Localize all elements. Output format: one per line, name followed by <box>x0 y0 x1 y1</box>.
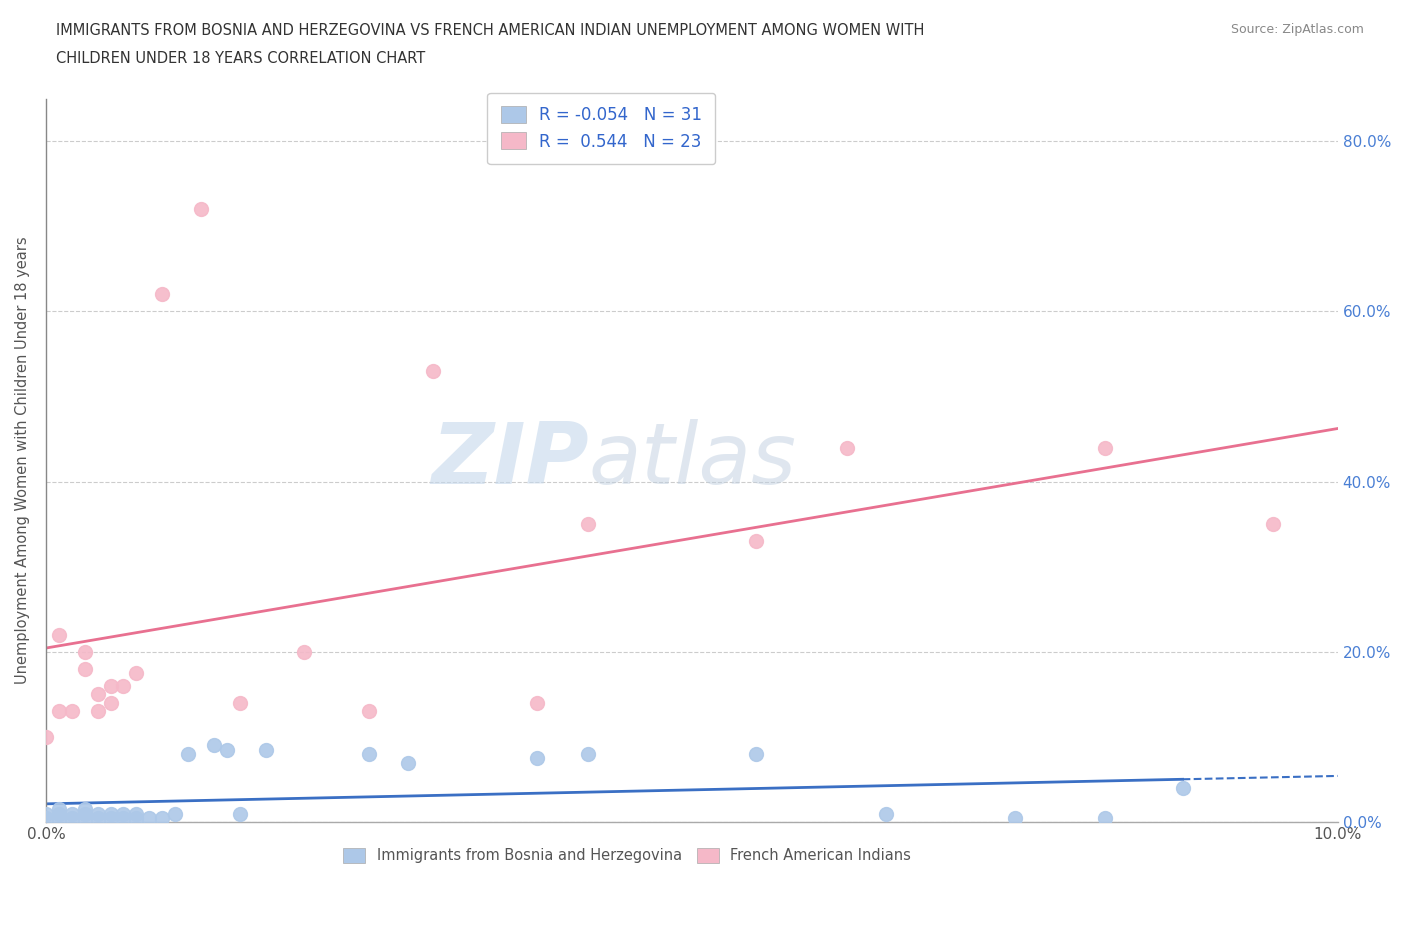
Point <box>1094 810 1116 825</box>
Point <box>835 440 858 455</box>
Point <box>165 806 187 821</box>
Text: CHILDREN UNDER 18 YEARS CORRELATION CHART: CHILDREN UNDER 18 YEARS CORRELATION CHAR… <box>56 51 426 66</box>
Point <box>150 287 173 302</box>
Point <box>292 644 315 659</box>
Point <box>73 802 96 817</box>
Point <box>125 666 148 681</box>
Point <box>35 806 58 821</box>
Point <box>526 751 548 765</box>
Point <box>60 810 83 825</box>
Point <box>48 802 70 817</box>
Point <box>396 755 419 770</box>
Point <box>177 747 200 762</box>
Point <box>228 806 250 821</box>
Point <box>138 810 160 825</box>
Point <box>73 810 96 825</box>
Point <box>112 810 135 825</box>
Point <box>48 806 70 821</box>
Point <box>100 806 122 821</box>
Point <box>100 679 122 694</box>
Point <box>357 704 380 719</box>
Point <box>190 202 212 217</box>
Point <box>150 810 173 825</box>
Point <box>745 747 768 762</box>
Point <box>875 806 897 821</box>
Point <box>48 810 70 825</box>
Point <box>86 810 108 825</box>
Point <box>100 810 122 825</box>
Text: Source: ZipAtlas.com: Source: ZipAtlas.com <box>1230 23 1364 36</box>
Point <box>745 534 768 549</box>
Point <box>1171 780 1194 795</box>
Point <box>1261 517 1284 532</box>
Point <box>35 729 58 744</box>
Point <box>1094 440 1116 455</box>
Point <box>48 704 70 719</box>
Point <box>125 810 148 825</box>
Point <box>422 364 444 379</box>
Text: ZIP: ZIP <box>430 418 589 502</box>
Point <box>86 806 108 821</box>
Point <box>48 628 70 643</box>
Point <box>60 806 83 821</box>
Point <box>1004 810 1026 825</box>
Point <box>73 644 96 659</box>
Text: atlas: atlas <box>589 418 796 502</box>
Point <box>86 704 108 719</box>
Point <box>357 747 380 762</box>
Point <box>254 742 277 757</box>
Point <box>228 696 250 711</box>
Point <box>86 687 108 702</box>
Point <box>73 661 96 676</box>
Point <box>112 806 135 821</box>
Legend: Immigrants from Bosnia and Herzegovina, French American Indians: Immigrants from Bosnia and Herzegovina, … <box>337 842 917 869</box>
Point <box>112 679 135 694</box>
Point <box>35 810 58 825</box>
Point <box>526 696 548 711</box>
Point <box>215 742 238 757</box>
Point <box>578 517 600 532</box>
Point <box>125 806 148 821</box>
Text: IMMIGRANTS FROM BOSNIA AND HERZEGOVINA VS FRENCH AMERICAN INDIAN UNEMPLOYMENT AM: IMMIGRANTS FROM BOSNIA AND HERZEGOVINA V… <box>56 23 925 38</box>
Point <box>60 704 83 719</box>
Point <box>100 696 122 711</box>
Point <box>73 806 96 821</box>
Point <box>578 747 600 762</box>
Y-axis label: Unemployment Among Women with Children Under 18 years: Unemployment Among Women with Children U… <box>15 236 30 684</box>
Point <box>202 738 225 753</box>
